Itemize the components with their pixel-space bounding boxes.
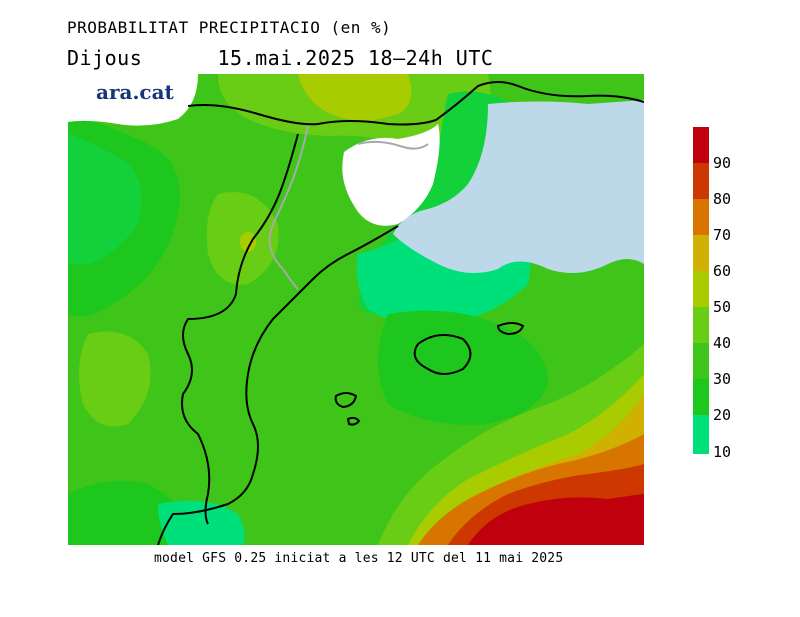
legend-swatch-80 <box>693 199 709 235</box>
legend-label-30: 30 <box>713 370 732 388</box>
legend-label-80: 80 <box>713 190 732 208</box>
precipitation-map: ara.cat <box>68 74 644 545</box>
legend-label-50: 50 <box>713 298 732 316</box>
legend-swatch-100 <box>693 127 709 163</box>
island-mallorca <box>413 334 472 375</box>
field-100-southeast <box>468 494 644 545</box>
island-ibiza <box>334 392 358 409</box>
legend-swatch-40 <box>693 343 709 379</box>
forecast-period: 15.mai.2025 18–24h UTC <box>217 46 494 70</box>
legend-label-60: 60 <box>713 262 732 280</box>
field-10-southwest <box>158 500 245 545</box>
internal-border-north <box>357 140 429 150</box>
forecast-datetime: Dijous 15.mai.2025 18–24h UTC <box>67 46 493 70</box>
border-west <box>181 133 299 525</box>
field-60-north <box>298 74 412 121</box>
legend-label-90: 90 <box>713 154 732 172</box>
forecast-day: Dijous <box>67 46 143 70</box>
legend-swatch-50 <box>693 307 709 343</box>
legend-swatch-90 <box>693 163 709 199</box>
border-north <box>187 81 644 126</box>
field-50-west <box>79 331 151 427</box>
legend-label-70: 70 <box>713 226 732 244</box>
legend-swatch-60 <box>693 271 709 307</box>
coastline-iberia <box>157 225 399 545</box>
legend-swatch-70 <box>693 235 709 271</box>
map-title: PROBABILITAT PRECIPITACIO (en %) <box>67 18 392 37</box>
legend-swatch-30 <box>693 379 709 415</box>
model-info: model GFS 0.25 iniciat a les 12 UTC del … <box>154 551 564 566</box>
color-legend: 90 80 70 60 50 40 30 20 10 <box>693 127 731 461</box>
legend-swatch-10 <box>693 415 709 454</box>
internal-border <box>268 125 309 290</box>
field-20-west <box>68 134 142 264</box>
legend-label-40: 40 <box>713 334 732 352</box>
field-60-central <box>240 232 256 252</box>
sea-nodata <box>393 100 644 273</box>
legend-label-20: 20 <box>713 406 732 424</box>
island-formentera <box>346 416 361 426</box>
map-canvas <box>68 74 644 545</box>
island-menorca <box>496 322 525 336</box>
nodata-top-left <box>68 74 198 126</box>
aracat-logo: ara.cat <box>96 80 174 104</box>
legend-label-10: 10 <box>713 443 732 461</box>
